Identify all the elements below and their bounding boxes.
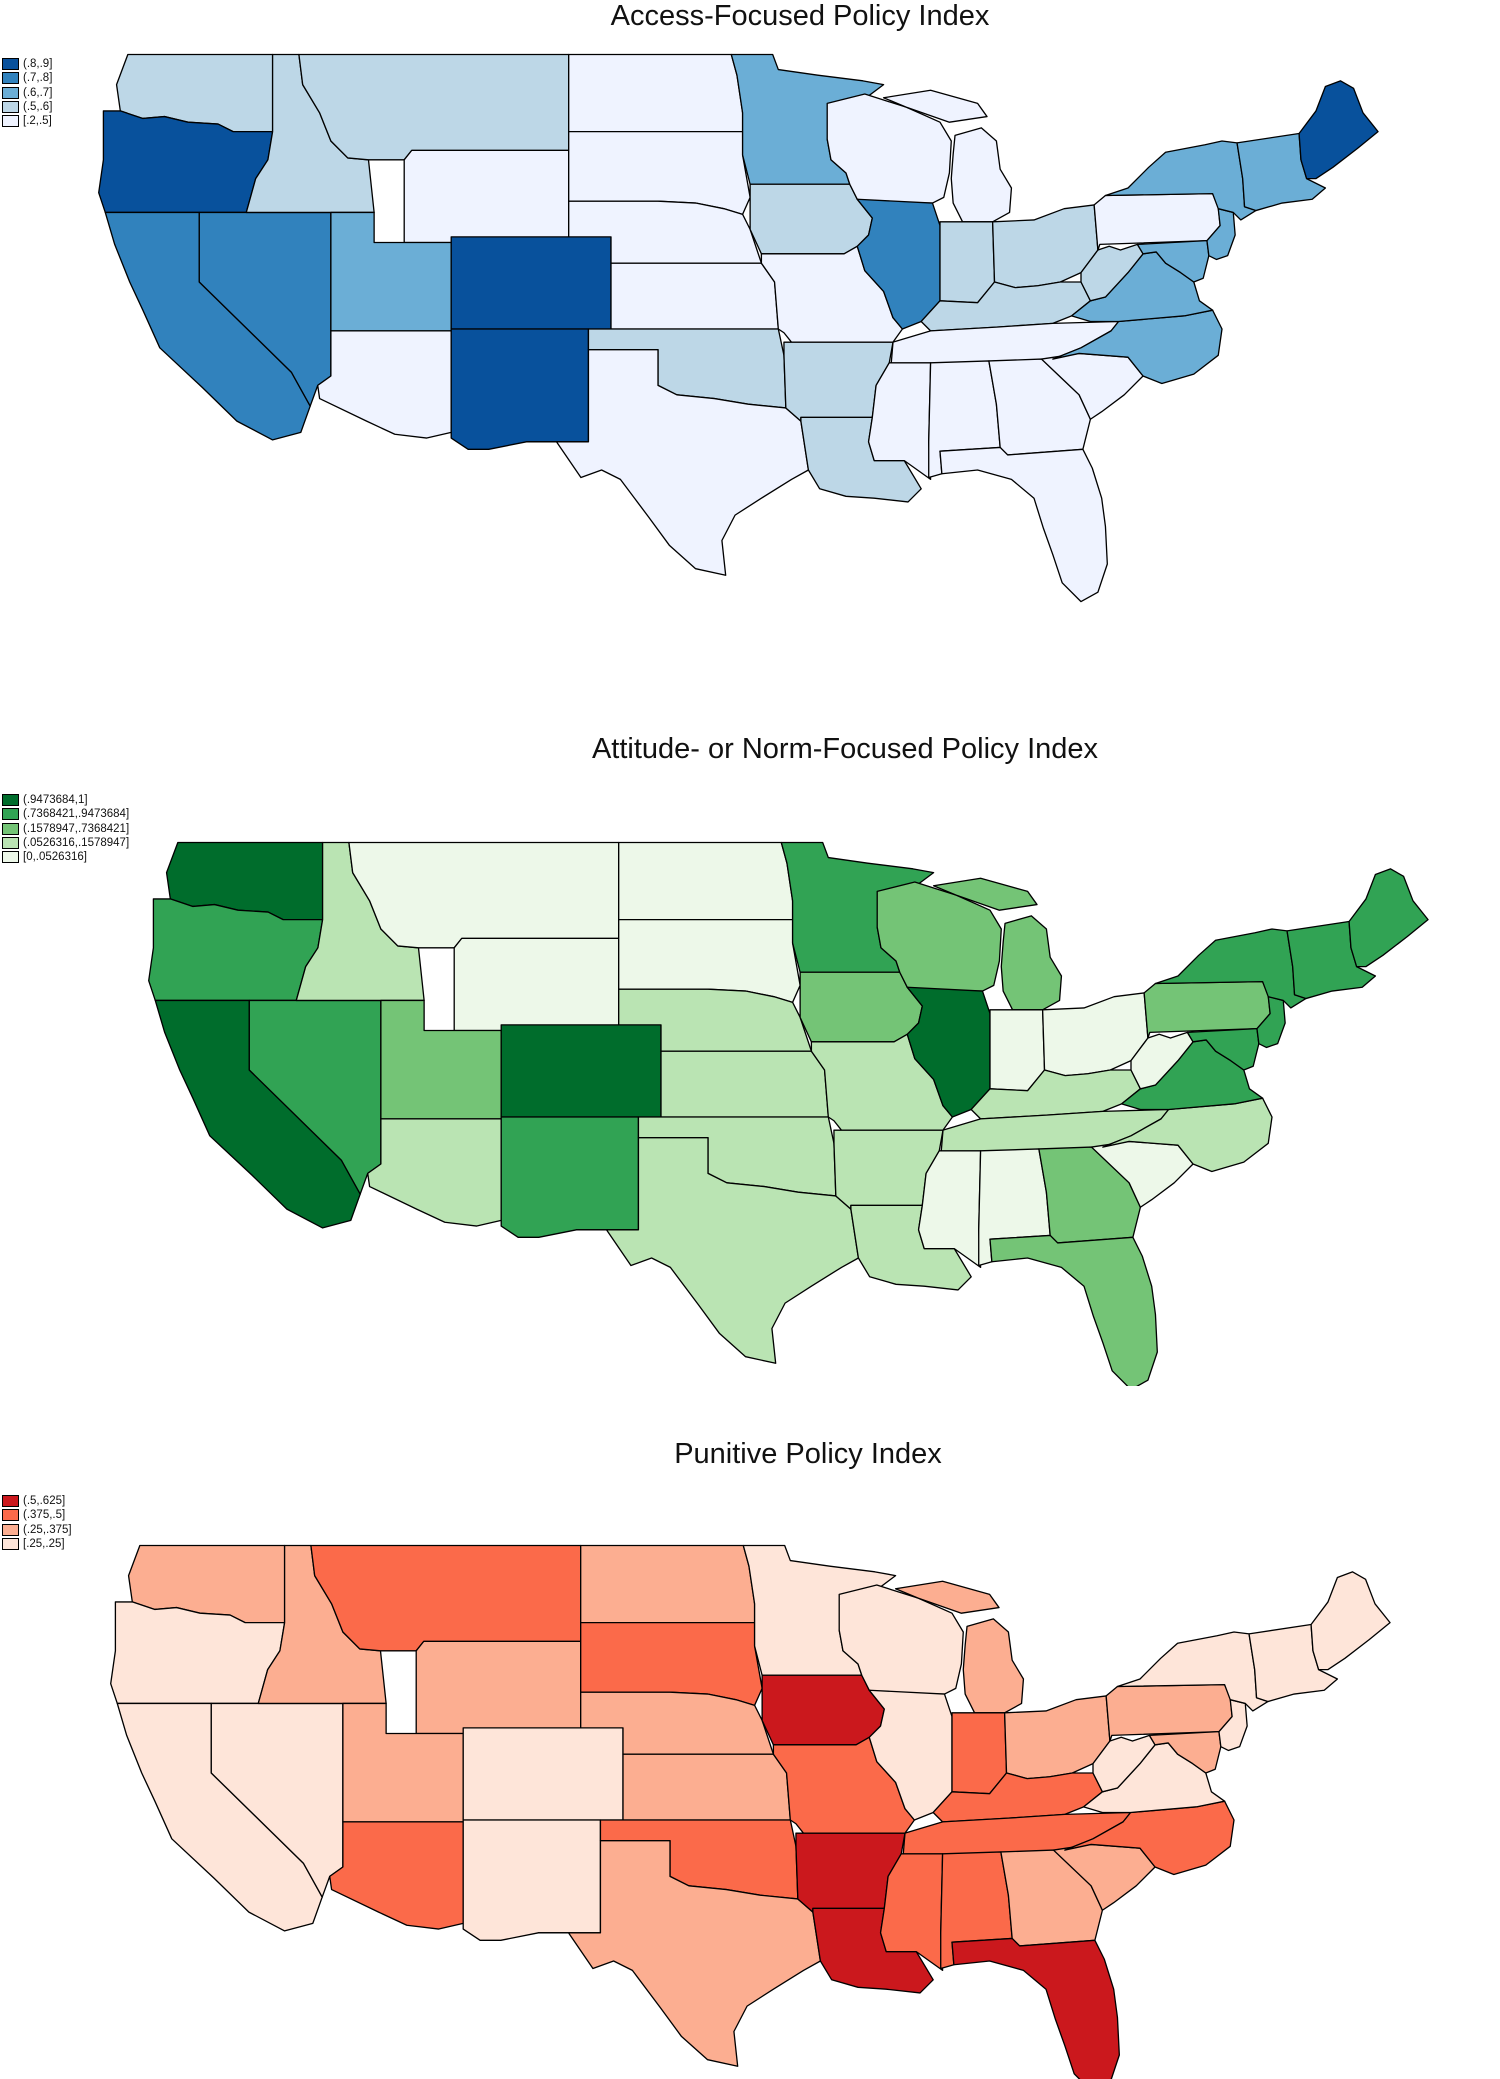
legend-label: (.8,.9]: [23, 58, 53, 71]
legend-label: (.7368421,.9473684]: [23, 808, 130, 821]
map-title: Access-Focused Policy Index: [610, 0, 990, 32]
state-ks: [660, 1050, 829, 1118]
map-title: Attitude- or Norm-Focused Policy Index: [591, 733, 1099, 765]
legend-label: (.25,.375]: [23, 1523, 72, 1536]
state-nd: [580, 1544, 756, 1624]
state-nm: [462, 1819, 602, 1941]
state-co: [462, 1727, 624, 1821]
legend-item: (.1578947,.7368421]: [2, 822, 129, 836]
state-ia: [799, 971, 923, 1043]
map-legend: (.8,.9] (.7,.8] (.6,.7] (.5,.6] [.2,.5]: [2, 57, 52, 128]
legend-swatch: [2, 1495, 19, 1508]
legend-label: [.2,.5]: [23, 115, 52, 128]
state-nj: [1256, 996, 1286, 1049]
legend-label: (.5,.6]: [23, 101, 53, 114]
legend-item: [0,.0526316]: [2, 850, 129, 864]
state-tx: [525, 349, 810, 576]
state-nc: [1102, 1097, 1273, 1173]
state-in: [989, 1009, 1046, 1092]
legend-swatch: [2, 72, 19, 85]
state-ks: [622, 1753, 791, 1821]
legend-swatch: [2, 822, 19, 835]
legend-label: (.6,.7]: [23, 86, 53, 99]
state-az: [329, 1821, 464, 1930]
legend-swatch: [2, 58, 19, 71]
legend-item: (.25,.375]: [2, 1523, 72, 1537]
map-panel-access: Access-Focused Policy Index (.8,.9] (.7,…: [0, 0, 1500, 693]
legend-swatch: [2, 1523, 19, 1536]
state-mi: [882, 89, 1013, 223]
legend-item: (.7,.8]: [2, 71, 52, 85]
legend-label: [0,.0526316]: [23, 851, 87, 864]
state-nd: [618, 841, 794, 921]
state-me: [1310, 1571, 1391, 1671]
state-mt: [310, 1544, 582, 1652]
state-mi: [894, 1580, 1025, 1714]
legend-item: [.2,.5]: [2, 114, 52, 128]
legend-swatch: [2, 1538, 19, 1551]
legend-item: (.6,.7]: [2, 86, 52, 100]
state-nd: [568, 53, 744, 133]
legend-item: [.25,.25]: [2, 1537, 72, 1551]
state-me: [1348, 868, 1429, 968]
map-panel-punitive: Punitive Policy Index (.5,.625] (.375,.5…: [0, 1386, 1500, 2079]
legend-swatch: [2, 86, 19, 99]
legend-label: (.5,.625]: [23, 1495, 66, 1508]
state-ia: [761, 1674, 885, 1746]
legend-label: (.0526316,.1578947]: [23, 837, 130, 850]
legend-item: (.0526316,.1578947]: [2, 836, 129, 850]
legend-label: (.9473684,1]: [23, 794, 88, 807]
state-nc: [1052, 309, 1223, 385]
state-nm: [500, 1116, 640, 1238]
state-co: [450, 236, 612, 330]
state-ia: [749, 183, 873, 255]
state-az: [367, 1118, 502, 1227]
state-in: [951, 1712, 1008, 1795]
state-nm: [450, 328, 590, 450]
map-legend: (.9473684,1] (.7368421,.9473684] (.15789…: [2, 793, 129, 864]
map-legend: (.5,.625] (.375,.5] (.25,.375] [.25,.25]: [2, 1494, 72, 1551]
state-wy: [403, 149, 570, 244]
legend-label: (.375,.5]: [23, 1509, 66, 1522]
legend-label: (.7,.8]: [23, 72, 53, 85]
legend-swatch: [2, 101, 19, 114]
state-wy: [415, 1640, 582, 1735]
map-title: Punitive Policy Index: [674, 1438, 942, 1470]
state-me: [1298, 80, 1379, 180]
state-ks: [610, 262, 779, 330]
legend-swatch: [2, 1509, 19, 1522]
legend-item: (.8,.9]: [2, 57, 52, 71]
legend-swatch: [2, 837, 19, 850]
state-tx: [537, 1840, 822, 2067]
map-panel-attitude: Attitude- or Norm-Focused Policy Index (…: [0, 693, 1500, 1386]
state-az: [317, 330, 452, 439]
state-co: [500, 1024, 662, 1118]
legend-label: [.25,.25]: [23, 1538, 65, 1551]
state-nc: [1064, 1800, 1235, 1876]
legend-item: (.7368421,.9473684]: [2, 807, 129, 821]
legend-item: (.9473684,1]: [2, 793, 129, 807]
legend-item: (.5,.625]: [2, 1494, 72, 1508]
state-nj: [1218, 1699, 1248, 1752]
state-in: [939, 221, 996, 304]
state-fl: [951, 1937, 1120, 2079]
state-mt: [298, 53, 570, 161]
legend-item: (.375,.5]: [2, 1508, 72, 1522]
legend-swatch: [2, 115, 19, 128]
us-state-map: [110, 1544, 1391, 2079]
legend-label: (.1578947,.7368421]: [23, 822, 130, 835]
state-tx: [575, 1137, 860, 1364]
us-state-map: [148, 841, 1429, 1386]
state-fl: [939, 446, 1108, 603]
legend-swatch: [2, 851, 19, 864]
state-mi: [932, 877, 1063, 1011]
state-mt: [348, 841, 620, 949]
state-nj: [1206, 208, 1236, 261]
legend-item: (.5,.6]: [2, 100, 52, 114]
legend-swatch: [2, 808, 19, 821]
legend-swatch: [2, 794, 19, 807]
state-fl: [989, 1234, 1158, 1386]
us-state-map: [98, 53, 1379, 603]
state-wy: [453, 937, 620, 1032]
